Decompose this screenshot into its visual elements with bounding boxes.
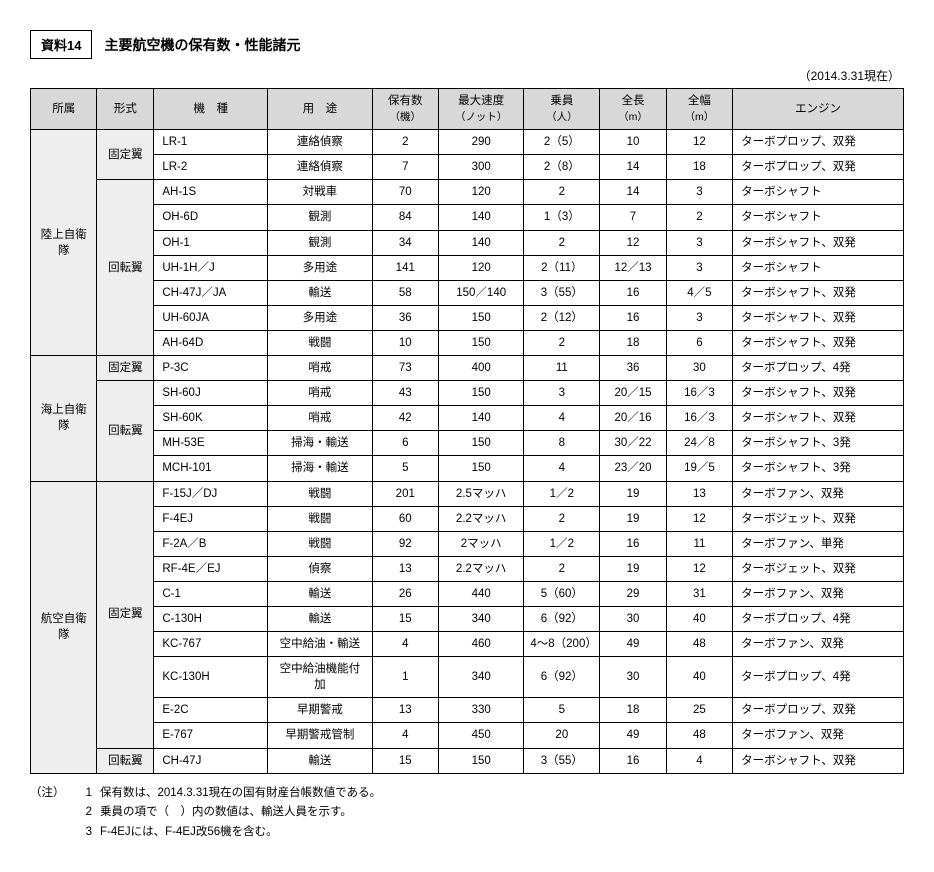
col-speed: 最大速度（ノット）: [438, 89, 523, 130]
table-row: E-767早期警戒管制4450204948ターボファン、双発: [31, 723, 904, 748]
table-row: CH-47J／JA輸送58150／1403（55）164／5ターボシャフト、双発: [31, 280, 904, 305]
table-row: OH-6D観測841401（3）72ターボシャフト: [31, 205, 904, 230]
col-crew: 乗員（人）: [524, 89, 600, 130]
col-org: 所属: [31, 89, 97, 130]
type-cell: 回転翼: [97, 748, 154, 773]
table-row: 海上自衛隊 固定翼 P-3C哨戒73400113630ターボプロップ、4発: [31, 356, 904, 381]
table-row: RF-4E／EJ偵察132.2マッハ21912ターボジェット、双発: [31, 556, 904, 581]
title-row: 資料14 主要航空機の保有数・性能諸元: [30, 30, 904, 59]
table-row: 回転翼 AH-1S対戦車701202143ターボシャフト: [31, 180, 904, 205]
table-row: 回転翼 SH-60J哨戒43150320／1516／3ターボシャフト、双発: [31, 381, 904, 406]
table-row: LR-2連絡偵察73002（8）1418ターボプロップ、双発: [31, 155, 904, 180]
table-row: KC-767空中給油・輸送44604～8（200）4948ターボファン、双発: [31, 632, 904, 657]
table-row: F-4EJ戦闘602.2マッハ21912ターボジェット、双発: [31, 506, 904, 531]
type-cell: 固定翼: [97, 481, 154, 748]
col-count: 保有数（機）: [372, 89, 438, 130]
table-row: 回転翼 CH-47J輸送151503（55）164ターボシャフト、双発: [31, 748, 904, 773]
note-2: 乗員の項で（ ）内の数値は、輸送人員を示す。: [100, 803, 352, 823]
page-title: 主要航空機の保有数・性能諸元: [104, 35, 300, 55]
org-cell: 陸上自衛隊: [31, 130, 97, 356]
note-3: F-4EJには、F-4EJ改56機を含む。: [100, 823, 278, 843]
note-label: （注）: [30, 784, 72, 804]
table-row: F-2A／B戦闘922マッハ1／21611ターボファン、単発: [31, 531, 904, 556]
type-cell: 回転翼: [97, 180, 154, 356]
col-engine: エンジン: [733, 89, 904, 130]
table-row: OH-1観測341402123ターボシャフト、双発: [31, 230, 904, 255]
table-row: KC-130H空中給油機能付加13406（92）3040ターボプロップ、4発: [31, 657, 904, 698]
title-badge: 資料14: [30, 30, 92, 59]
table-row: 航空自衛隊 固定翼 F-15J／DJ戦闘2012.5マッハ1／21913ターボフ…: [31, 481, 904, 506]
table-row: AH-64D戦闘101502186ターボシャフト、双発: [31, 330, 904, 355]
footnotes: （注） 1 保有数は、2014.3.31現在の国有財産台帳数値である。 2 乗員…: [30, 784, 904, 843]
asof-date: （2014.3.31現在）: [30, 67, 904, 84]
table-row: MH-53E掃海・輸送6150830／2224／8ターボシャフト、3発: [31, 431, 904, 456]
table-row: E-2C早期警戒1333051825ターボプロップ、双発: [31, 698, 904, 723]
table-row: C-1輸送264405（60）2931ターボファン、双発: [31, 581, 904, 606]
table-row: SH-60K哨戒42140420／1616／3ターボシャフト、双発: [31, 406, 904, 431]
table-row: UH-60JA多用途361502（12）163ターボシャフト、双発: [31, 305, 904, 330]
col-length: 全長（m）: [600, 89, 666, 130]
col-model: 機 種: [154, 89, 268, 130]
type-cell: 固定翼: [97, 130, 154, 180]
table-row: 陸上自衛隊 固定翼 LR-1 連絡偵察 2 290 2（5） 10 12 ターボ…: [31, 130, 904, 155]
org-cell: 海上自衛隊: [31, 356, 97, 481]
aircraft-table: 所属 形式 機 種 用 途 保有数（機） 最大速度（ノット） 乗員（人） 全長（…: [30, 88, 904, 774]
col-type: 形式: [97, 89, 154, 130]
org-cell: 航空自衛隊: [31, 481, 97, 773]
table-header: 所属 形式 機 種 用 途 保有数（機） 最大速度（ノット） 乗員（人） 全長（…: [31, 89, 904, 130]
table-row: C-130H輸送153406（92）3040ターボプロップ、4発: [31, 606, 904, 631]
note-1: 保有数は、2014.3.31現在の国有財産台帳数値である。: [100, 784, 381, 804]
table-row: MCH-101掃海・輸送5150423／2019／5ターボシャフト、3発: [31, 456, 904, 481]
table-row: UH-1H／J多用途1411202（11）12／133ターボシャフト: [31, 255, 904, 280]
col-width: 全幅（m）: [666, 89, 732, 130]
type-cell: 回転翼: [97, 381, 154, 481]
type-cell: 固定翼: [97, 356, 154, 381]
col-use: 用 途: [268, 89, 372, 130]
